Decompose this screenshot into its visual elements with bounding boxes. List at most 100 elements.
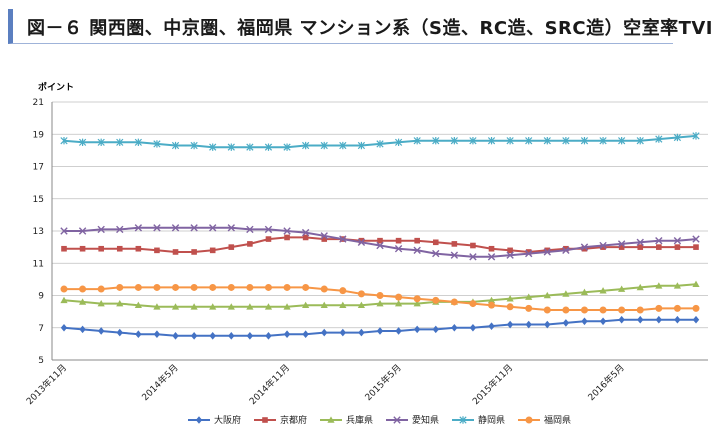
- data-point: [172, 249, 179, 255]
- data-point: [153, 330, 161, 338]
- y-tick-label: 19: [33, 130, 45, 140]
- data-point: [79, 245, 86, 252]
- data-point: [302, 141, 310, 150]
- data-point: [357, 301, 366, 308]
- data-point: [580, 288, 589, 296]
- data-point: [61, 245, 67, 252]
- data-point: [264, 303, 273, 310]
- data-point: [673, 236, 682, 245]
- data-point: [60, 323, 68, 332]
- data-point: [60, 296, 68, 304]
- legend-label: 京都府: [280, 414, 307, 426]
- data-point: [673, 282, 682, 289]
- data-point: [581, 245, 588, 252]
- x-tick-label: 2013年11月: [24, 362, 70, 408]
- data-point: [97, 138, 105, 147]
- data-point: [321, 328, 328, 337]
- data-point: [262, 417, 268, 423]
- data-point: [209, 247, 216, 254]
- y-tick-label: 17: [33, 163, 44, 173]
- data-point: [209, 283, 217, 291]
- data-point: [562, 137, 570, 145]
- data-point: [469, 137, 477, 145]
- data-point: [451, 323, 458, 332]
- data-point: [209, 332, 216, 340]
- data-point: [153, 140, 161, 148]
- data-point: [357, 238, 366, 246]
- data-point: [674, 244, 681, 250]
- data-point: [339, 235, 347, 243]
- data-point: [154, 247, 160, 254]
- data-point: [451, 241, 458, 247]
- data-point: [320, 285, 328, 293]
- data-point: [394, 138, 403, 147]
- data-point: [190, 303, 198, 310]
- data-point: [153, 224, 161, 232]
- data-point: [246, 332, 254, 340]
- data-point: [247, 241, 253, 247]
- data-point: [525, 249, 533, 258]
- data-point: [153, 283, 161, 291]
- data-point: [432, 249, 440, 258]
- data-point: [636, 137, 644, 145]
- data-point: [97, 225, 105, 234]
- data-point: [599, 137, 607, 145]
- data-point: [692, 280, 700, 288]
- data-point: [487, 296, 496, 304]
- data-point: [506, 320, 514, 329]
- data-point: [209, 224, 217, 232]
- series-福岡県: [60, 283, 700, 314]
- data-point: [488, 245, 495, 252]
- data-point: [525, 416, 533, 424]
- data-point: [172, 283, 180, 291]
- series-京都府: [61, 234, 699, 255]
- data-point: [487, 137, 496, 145]
- data-point: [264, 225, 273, 234]
- legend-item: 大阪府: [188, 414, 241, 426]
- data-point: [637, 244, 644, 250]
- data-point: [134, 138, 142, 147]
- data-point: [79, 285, 87, 293]
- y-tick-label: 15: [33, 195, 44, 205]
- data-point: [413, 295, 421, 303]
- data-point: [79, 325, 86, 334]
- data-point: [413, 137, 421, 145]
- data-point: [636, 238, 644, 246]
- data-point: [116, 138, 124, 147]
- data-point: [506, 251, 514, 259]
- data-point: [78, 298, 87, 305]
- data-point: [134, 224, 143, 232]
- data-point: [469, 253, 477, 261]
- data-point: [153, 303, 161, 310]
- data-point: [357, 141, 366, 150]
- data-point: [599, 306, 607, 314]
- data-point: [617, 240, 626, 248]
- data-point: [97, 327, 105, 335]
- data-point: [283, 143, 291, 151]
- data-point: [376, 241, 384, 250]
- data-point: [265, 236, 272, 242]
- data-point: [339, 301, 347, 308]
- data-point: [358, 237, 365, 244]
- data-point: [394, 245, 403, 253]
- data-point: [655, 236, 663, 245]
- data-point: [636, 283, 644, 291]
- data-point: [432, 325, 439, 334]
- data-point: [599, 287, 607, 294]
- data-point: [693, 244, 699, 250]
- data-point: [357, 290, 365, 298]
- data-point: [414, 237, 420, 244]
- y-tick-label: 7: [38, 324, 44, 334]
- data-point: [655, 282, 663, 289]
- data-point: [134, 283, 142, 291]
- data-point: [544, 320, 551, 329]
- data-point: [284, 234, 290, 241]
- data-point: [469, 300, 477, 308]
- data-point: [393, 416, 401, 424]
- data-point: [227, 143, 235, 151]
- data-point: [78, 227, 87, 235]
- data-point: [116, 225, 124, 234]
- x-tick-label: 2016年5月: [585, 362, 626, 403]
- data-point: [655, 135, 663, 143]
- data-point: [339, 141, 347, 150]
